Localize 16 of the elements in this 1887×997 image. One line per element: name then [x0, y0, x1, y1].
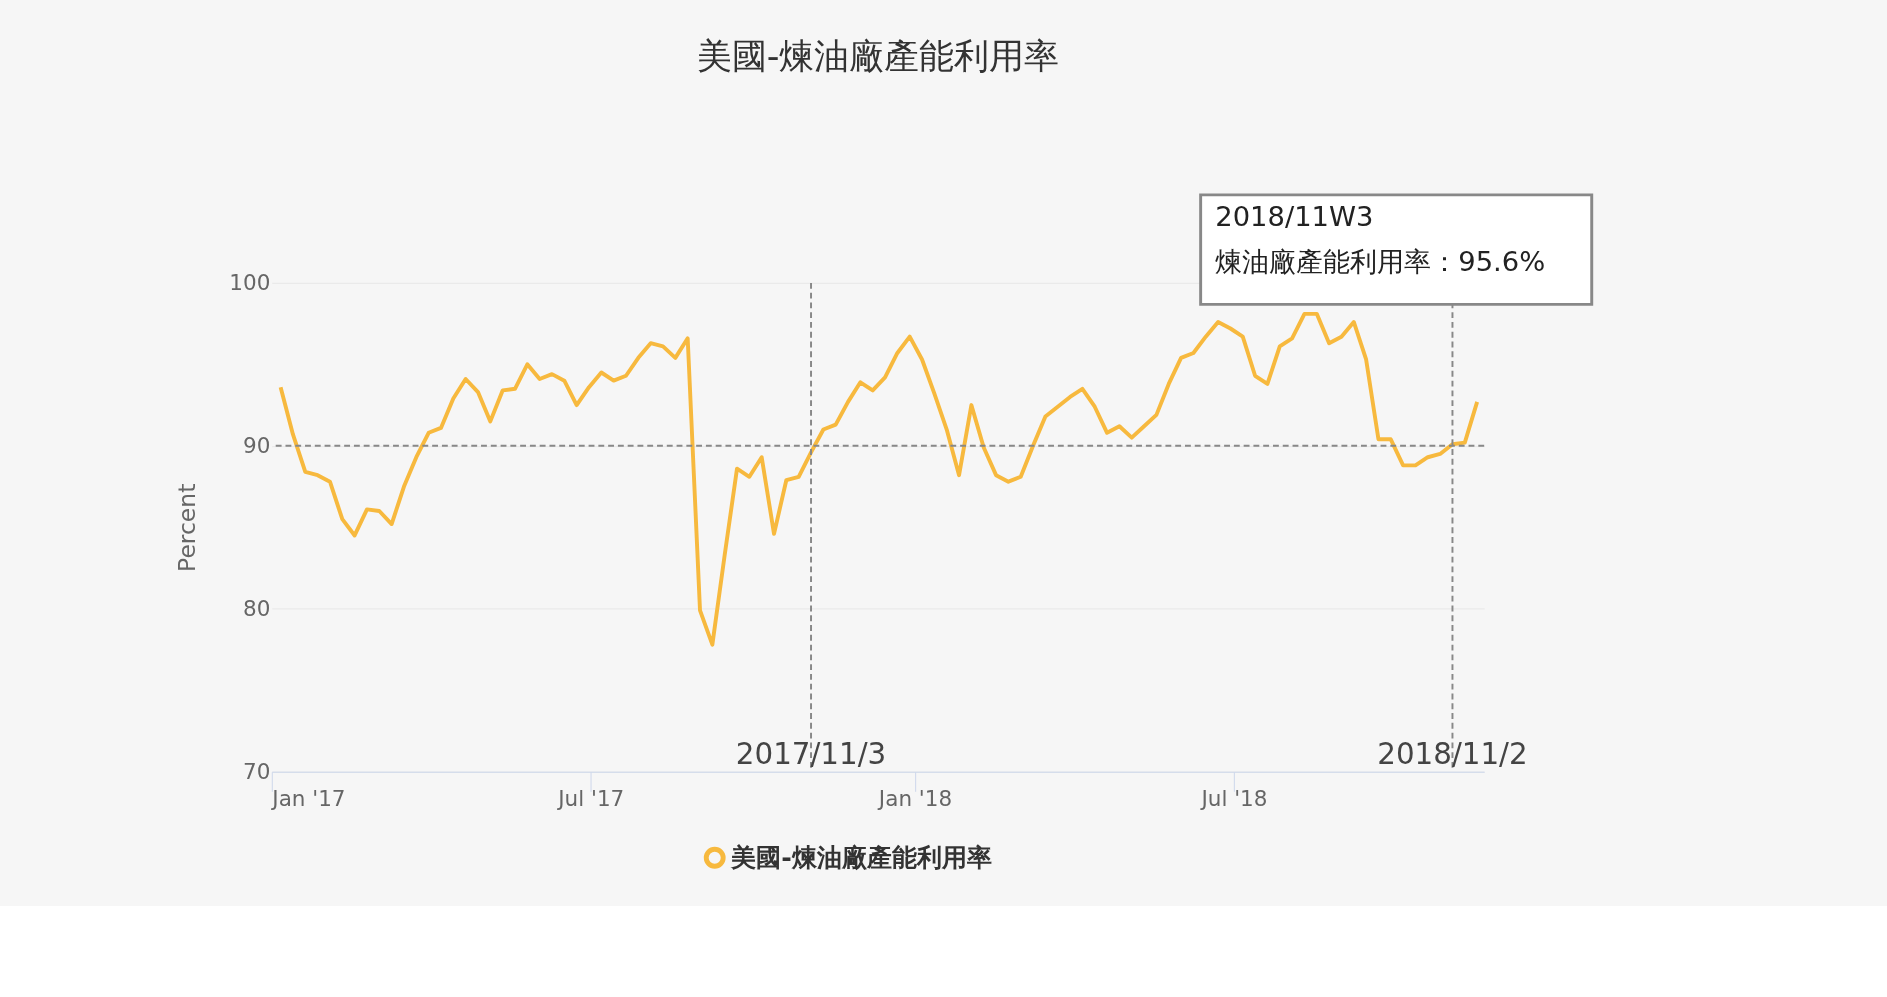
ref-line-label: 2017/11/3 [735, 736, 887, 771]
chart-title: 美國-煉油廠產能利用率 [696, 35, 1060, 77]
y-tick-label: 90 [242, 433, 271, 459]
x-tick-label: Jul '17 [556, 786, 625, 812]
line-series [278, 311, 1480, 647]
y-tick-label: 100 [229, 270, 271, 296]
text: 2018/11W3 [1215, 201, 1374, 233]
text: 煉油廠產能利用率：95.6% [1215, 246, 1546, 278]
x-tick-label: Jul '18 [1199, 786, 1268, 812]
y-tick-label: 80 [242, 596, 271, 622]
x-tick-label: Jan '17 [270, 786, 346, 812]
x-tick-label: Jan '18 [876, 786, 953, 812]
ref-line-label: 2018/11/2 [1377, 736, 1528, 771]
y-tick-label: 70 [242, 759, 271, 785]
y-axis-title: Percent [173, 483, 202, 572]
legend-label: 美國-煉油廠產能利用率 [730, 841, 992, 872]
